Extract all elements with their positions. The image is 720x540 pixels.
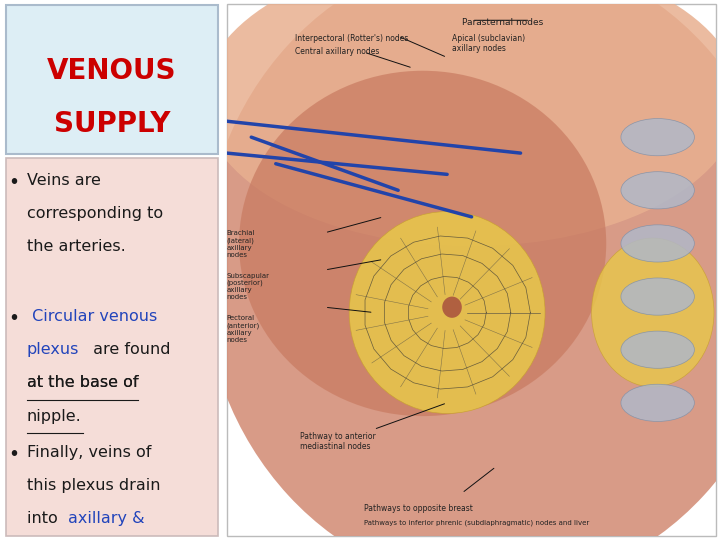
Text: into: into [27,511,63,526]
Ellipse shape [202,0,720,540]
Text: at the base of: at the base of [27,375,138,390]
Ellipse shape [621,172,694,209]
Ellipse shape [621,331,694,368]
Ellipse shape [621,225,694,262]
Text: •: • [9,309,20,328]
FancyBboxPatch shape [227,4,716,536]
Ellipse shape [349,212,545,414]
Text: Central axillary nodes: Central axillary nodes [295,47,379,56]
Text: SUPPLY: SUPPLY [54,110,170,138]
FancyBboxPatch shape [6,158,218,536]
Text: the arteries.: the arteries. [27,239,126,254]
FancyBboxPatch shape [6,5,218,154]
Text: •: • [9,173,20,192]
Text: Parasternal nodes: Parasternal nodes [462,18,543,26]
Ellipse shape [202,0,720,246]
Ellipse shape [442,296,462,318]
Text: axillary &: axillary & [68,511,145,526]
Text: Finally, veins of: Finally, veins of [27,445,151,460]
Text: Brachial
(lateral)
axillary
nodes: Brachial (lateral) axillary nodes [227,230,256,258]
Text: Pathways to inferior phrenic (subdiaphragmatic) nodes and liver: Pathways to inferior phrenic (subdiaphra… [364,519,589,526]
Text: plexus: plexus [27,342,79,357]
Text: VENOUS: VENOUS [48,57,176,85]
Ellipse shape [621,384,694,421]
Text: nipple.: nipple. [27,409,82,424]
Ellipse shape [239,71,606,416]
Text: Subscapular
(posterior)
axillary
nodes: Subscapular (posterior) axillary nodes [227,273,270,300]
Text: Pectoral
(anterior)
axillary
nodes: Pectoral (anterior) axillary nodes [227,315,260,343]
Text: Pathway to anterior
mediastinal nodes: Pathway to anterior mediastinal nodes [300,432,376,451]
Text: at the base of: at the base of [27,375,138,390]
Text: corresponding to: corresponding to [27,206,163,221]
Text: Pathways to opposite breast: Pathways to opposite breast [364,504,473,513]
Text: •: • [9,445,20,464]
Ellipse shape [621,278,694,315]
Text: Veins are: Veins are [27,173,101,188]
Ellipse shape [621,119,694,156]
Text: Circular venous: Circular venous [27,309,157,324]
Text: are found: are found [88,342,170,357]
Ellipse shape [592,238,714,387]
Text: Interpectoral (Rotter's) nodes: Interpectoral (Rotter's) nodes [295,33,409,43]
Text: this plexus drain: this plexus drain [27,478,161,493]
Text: Apical (subclavian)
axillary nodes: Apical (subclavian) axillary nodes [452,33,525,53]
